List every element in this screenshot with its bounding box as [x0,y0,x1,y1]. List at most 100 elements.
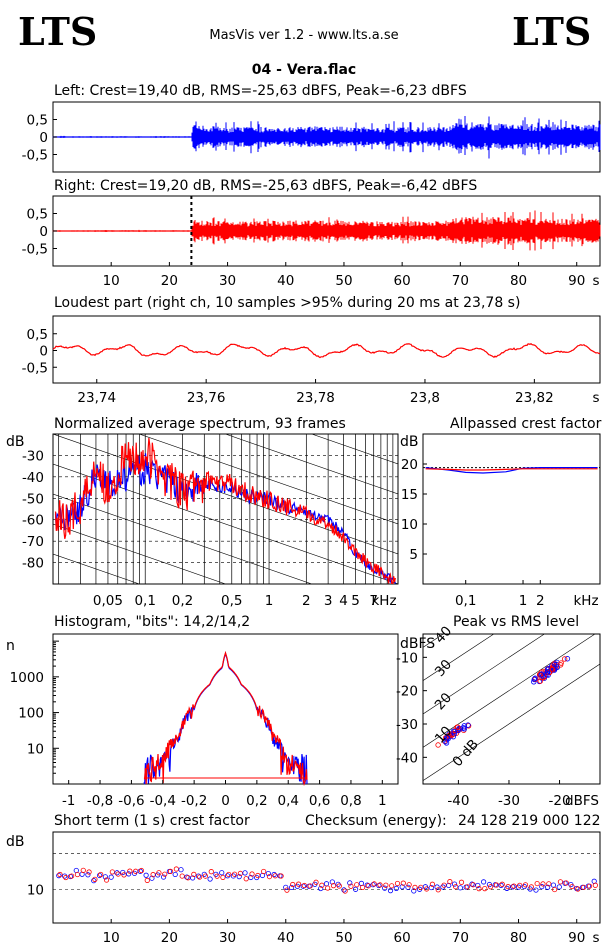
short-term-crest-point [482,886,488,892]
spectrum-slope-line [53,493,313,584]
peak-rms-point [461,723,467,729]
short-term-crest-point [127,868,133,874]
crest-diagonal [423,634,545,715]
x-tick-label: 0,4 [277,793,298,809]
short-term-crest-point [528,884,534,890]
loudest-part-plot: 0,50-0,5 23,74 23,76 23,78 23,8 23,82 s [22,327,601,406]
short-term-crest-point [179,873,185,879]
short-term-crest-point [325,885,331,891]
spectrum-slope-line [224,434,398,495]
histogram-series [143,650,308,787]
short-term-crest-point [475,882,481,889]
short-term-crest-point [197,874,203,880]
short-term-crest-point [191,871,197,877]
short-term-crest-point [400,880,406,886]
short-term-crest-point [352,886,359,892]
y-tick-label: 5 [409,547,418,563]
x-tick-label: 0,05 [93,593,123,609]
x-tick-label: 5 [351,593,360,609]
short-term-crest-point [330,883,337,889]
y-tick-label: 0,5 [27,327,48,343]
y-tick-label: 0 [39,130,48,146]
peak-rms-point [550,666,556,673]
allpassed-crest-plot: dB 20 15 10 5 0,1 1 2 kHz [400,434,600,609]
x-tick-label: -1 [62,793,75,809]
short-term-crest-point [283,884,289,890]
short-term-crest-point [156,870,162,876]
allpass-series [425,467,598,474]
short-term-crest-point [226,871,232,878]
y-tick-label: -70 [22,534,44,550]
y-tick-label: -80 [22,556,44,572]
short-term-crest-point [389,883,395,889]
logo-right: LTS [512,9,591,54]
short-term-crest-point [115,871,121,877]
short-term-crest-point [329,879,335,885]
y-axis-label: dB [400,434,419,450]
x-tick-label: 0,8 [340,793,361,809]
short-term-crest-point [371,881,377,887]
x-tick-label: 70 [452,273,469,289]
short-term-crest-point [295,881,302,887]
short-term-crest-point [522,882,529,888]
short-term-crest-point [539,884,545,890]
y-tick-label: -20 [396,684,418,700]
y-tick-label: -40 [396,750,418,766]
short-term-crest-point [336,883,342,889]
short-term-crest-point [96,872,103,879]
short-term-crest-point [517,882,523,888]
short-term-crest-point [248,874,254,881]
x-tick-label: 1 [265,593,274,609]
short-term-crest-point [143,872,149,878]
short-term-crest-point [121,872,127,878]
left-channel-label: Left: Crest=19,40 dB, RMS=-25,63 dBFS, P… [54,83,467,99]
x-tick-label: 23,74 [77,390,116,406]
x-tick-label: 0,5 [221,593,242,609]
x-tick-label: 0,1 [455,593,476,609]
short-term-crest-point [278,873,284,879]
short-term-crest-point [266,873,273,880]
short-term-crest-point [370,882,376,888]
y-tick-label: 10 [27,741,44,757]
short-term-crest-point [552,886,558,893]
x-tick-label: 0,2 [246,793,267,809]
x-tick-label: 40 [277,930,294,946]
peak-rms-point [537,678,544,684]
short-term-crest-point [103,877,110,883]
short-term-crest-point [137,868,143,874]
x-tick-label: 23,78 [296,390,335,406]
logo-left: LTS [18,9,97,54]
y-tick-label: 100 [18,706,44,722]
short-term-crest-point [207,876,213,882]
short-term-crest-point [249,871,255,877]
short-term-crest-frame [52,831,601,924]
short-term-crest-point [178,867,184,873]
x-tick-label: 40 [277,273,294,289]
y-tick-label: 20 [401,457,418,473]
short-term-crest-point [288,884,295,891]
short-term-crest-point [557,879,564,885]
spectrum-slope-line [138,434,398,525]
short-term-crest-point [220,874,226,881]
short-term-crest-point [348,883,354,889]
spectrum-slope-line [53,553,141,584]
short-term-crest-point [423,886,430,892]
x-tick-label: -0,2 [181,793,207,809]
short-term-crest-point [144,877,150,883]
x-tick-label: -0,6 [118,793,144,809]
short-term-crest-point [242,870,248,876]
y-tick-label: 10 [27,883,44,899]
short-term-crest-point [208,869,214,875]
spectrum-inner [53,434,398,584]
short-term-crest-point [167,868,174,874]
peak-vs-rms-frame [422,633,601,785]
right-waveform [52,196,601,266]
x-unit: kHz [573,593,598,609]
right-waveform-axis: 0,50 -0,5 10 20 30 40 50 60 70 80 90 s [22,207,600,290]
y-tick-label: -50 [22,491,44,507]
x-tick-label: 80 [510,273,527,289]
short-term-crest-point [354,882,360,888]
y-axis-label: dB [6,834,25,850]
x-tick-label: 70 [452,930,469,946]
